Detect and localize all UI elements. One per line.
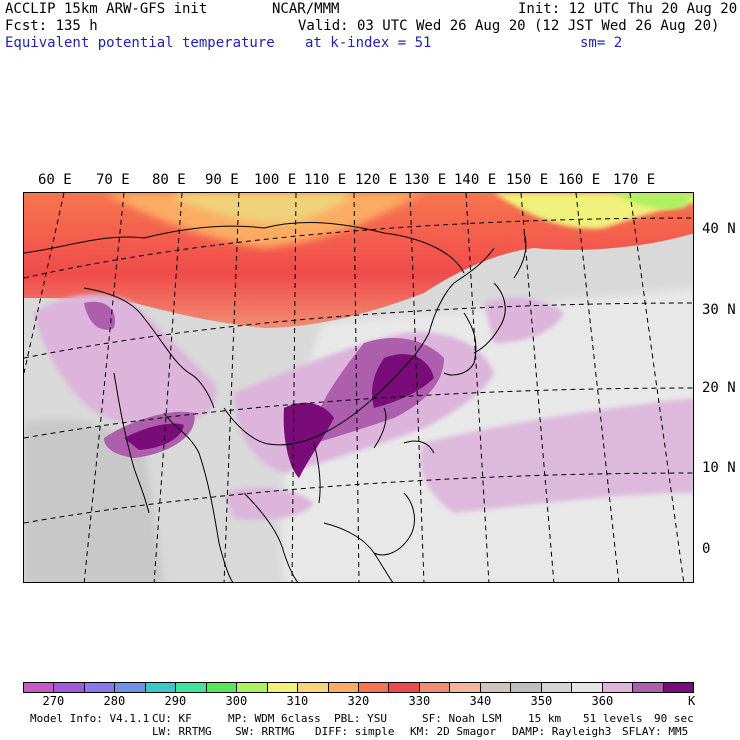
longitude-label: 100 E <box>254 172 297 188</box>
org-label: NCAR/MMM <box>272 1 340 17</box>
high-theta-western-pacific <box>420 398 693 513</box>
colorbar-label: 280 <box>103 694 126 708</box>
latitude-label: 20 N <box>702 380 736 396</box>
colorbar-swatch <box>267 683 299 692</box>
south-west-field <box>24 419 164 582</box>
colorbar-label: 360 <box>591 694 614 708</box>
sf-scheme: SF: Noah LSM <box>422 712 502 725</box>
damp-scheme: DAMP: Rayleigh3 <box>512 725 612 738</box>
colorbar-label: 340 <box>469 694 492 708</box>
colorbar-label: 350 <box>530 694 553 708</box>
cu-scheme: CU: KF <box>152 712 192 725</box>
colorbar-swatch <box>206 683 238 692</box>
map-field <box>24 193 693 582</box>
latitude-label: 10 N <box>702 460 736 476</box>
coastlines <box>24 222 527 582</box>
pbl-scheme: PBL: YSU <box>334 712 387 725</box>
colorbar-swatch <box>328 683 359 692</box>
colorbar-swatch <box>602 683 634 692</box>
level-label: at k-index = 51 <box>305 35 432 51</box>
colorbar <box>23 682 694 693</box>
lw-scheme: LW: RRTMG <box>152 725 212 738</box>
colorbar-swatch <box>84 683 116 692</box>
map-panel <box>23 192 694 583</box>
warm-band-yellow <box>174 193 354 224</box>
init-time: Init: 12 UTC Thu 20 Aug 20 <box>518 1 738 17</box>
high-theta-india <box>34 294 217 425</box>
longitude-label: 70 E <box>96 172 130 188</box>
valid-time: Valid: 03 UTC Wed 26 Aug 20 (12 JST Wed … <box>298 18 720 34</box>
longitude-label: 60 E <box>38 172 72 188</box>
longitude-label: 90 E <box>205 172 239 188</box>
max-theta-east-china-sea <box>372 354 434 408</box>
colorbar-swatch <box>541 683 573 692</box>
colorbar-swatch <box>633 683 664 692</box>
forecast-hour: Fcst: 135 h <box>5 18 98 34</box>
max-theta-south-china-sea <box>283 402 334 478</box>
colorbar-label: 310 <box>286 694 309 708</box>
colorbar-swatch <box>145 683 177 692</box>
smoothing-label: sm= 2 <box>580 35 623 51</box>
colorbar-swatch <box>389 683 420 692</box>
colorbar-swatch <box>54 683 85 692</box>
km-scheme: KM: 2D Smagor <box>410 725 497 738</box>
colorbar-swatch <box>358 683 390 692</box>
colorbar-label: 330 <box>408 694 431 708</box>
longitude-label: 120 E <box>355 172 398 188</box>
colorbar-swatch <box>419 683 451 692</box>
colorbar-swatch <box>511 683 542 692</box>
longitude-label: 130 E <box>404 172 447 188</box>
vertical-levels: 51 levels <box>583 712 643 725</box>
longitude-label: 80 E <box>152 172 186 188</box>
diff-scheme: DIFF: simple <box>315 725 395 738</box>
longitude-label: 170 E <box>613 172 656 188</box>
latitude-label: 30 N <box>702 302 736 318</box>
colorbar-label: 300 <box>225 694 248 708</box>
longitude-label: 110 E <box>304 172 347 188</box>
colorbar-swatch <box>450 683 481 692</box>
longitude-label: 160 E <box>558 172 601 188</box>
colorbar-unit: K <box>688 694 696 708</box>
colorbar-label: 320 <box>347 694 370 708</box>
colorbar-swatch <box>572 683 603 692</box>
sflay-scheme: SFLAY: MM5 <box>622 725 689 738</box>
colorbar-swatch <box>237 683 268 692</box>
sw-scheme: SW: RRTMG <box>235 725 295 738</box>
longitude-label: 150 E <box>506 172 549 188</box>
colorbar-swatch <box>24 683 55 692</box>
max-theta-bay-of-bengal <box>124 423 184 450</box>
warm-band-green <box>614 193 693 210</box>
colorbar-swatch <box>480 683 512 692</box>
graticule <box>24 193 693 582</box>
timestep: 90 sec <box>654 712 694 725</box>
mp-scheme: MP: WDM 6class <box>228 712 321 725</box>
field-name: Equivalent potential temperature <box>5 35 275 51</box>
colorbar-swatch <box>176 683 207 692</box>
model-info: Model Info: V4.1.1 <box>30 712 150 725</box>
high-theta-pakistan <box>84 301 115 330</box>
longitude-label: 140 E <box>454 172 497 188</box>
high-theta-north-pacific <box>484 297 564 343</box>
colorbar-swatch <box>663 683 693 692</box>
model-title: ACCLIP 15km ARW-GFS init <box>5 1 208 17</box>
colorbar-swatch <box>298 683 329 692</box>
latitude-label: 40 N <box>702 221 736 237</box>
colorbar-label: 290 <box>164 694 187 708</box>
resolution: 15 km <box>528 712 562 725</box>
colorbar-swatch <box>115 683 146 692</box>
latitude-label: 0 <box>702 541 711 557</box>
colorbar-label: 270 <box>42 694 65 708</box>
